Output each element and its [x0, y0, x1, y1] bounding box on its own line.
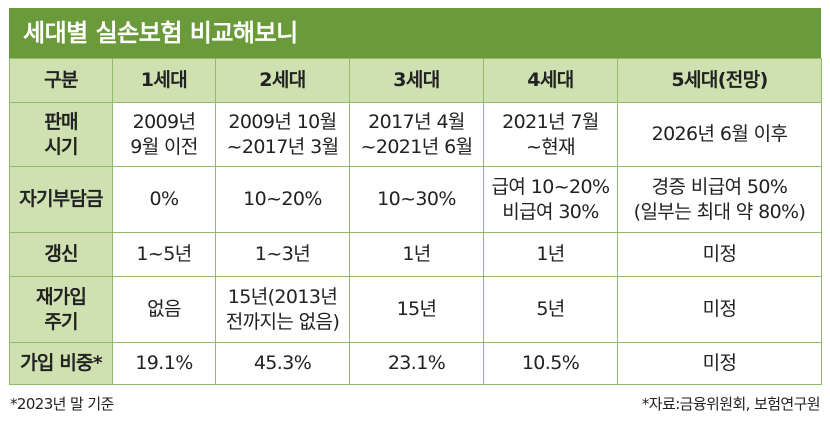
cell-line: 비급여 30% — [502, 200, 599, 223]
row-label: 갱신 — [9, 232, 113, 277]
row-label-line: 주기 — [44, 310, 78, 333]
cell-line: 2021년 7월 — [502, 110, 599, 133]
table-row: 자기부담금 0% 10~20% 10~30% 급여 10~20% 비급여 30%… — [9, 166, 822, 233]
table-cell: 급여 10~20% 비급여 30% — [483, 166, 618, 233]
cell-line: 2009년 — [132, 110, 196, 133]
footer: *2023년 말 기준 *자료:금융위원회, 보험연구원 — [10, 393, 821, 414]
table-cell: 10~20% — [215, 166, 350, 233]
table-row: 판매 시기 2009년 9월 이전 2009년 10월 ~2017년 3월 20… — [9, 102, 822, 167]
table-cell: 10~30% — [349, 166, 484, 233]
table-cell: 2009년 10월 ~2017년 3월 — [215, 102, 350, 167]
row-label: 판매 시기 — [9, 102, 113, 167]
table-cell: 0% — [112, 166, 216, 233]
table-cell: 10.5% — [483, 342, 618, 385]
table-cell: 없음 — [112, 276, 216, 343]
table-cell: 23.1% — [349, 342, 484, 385]
cell-line: 2026년 6월 이후 — [651, 123, 788, 145]
cell-line: 9월 이전 — [130, 135, 198, 158]
cell-line: 경증 비급여 50% — [651, 175, 788, 198]
comparison-table: 구분 1세대 2세대 3세대 4세대 5세대(전망) 판매 시기 2009년 9… — [9, 58, 822, 385]
row-label: 재가입 주기 — [9, 276, 113, 343]
table-cell: 미정 — [617, 276, 822, 343]
header-cell: 4세대 — [483, 58, 618, 103]
header-row: 구분 1세대 2세대 3세대 4세대 5세대(전망) — [9, 58, 822, 103]
table-cell: 1년 — [483, 232, 618, 277]
cell-line: 10~20% — [243, 188, 322, 210]
row-label-line: 시기 — [44, 135, 78, 158]
table-cell: 1~3년 — [215, 232, 350, 277]
table-cell: 2009년 9월 이전 — [112, 102, 216, 167]
table-cell: 1~5년 — [112, 232, 216, 277]
cell-line: 10~30% — [377, 188, 456, 210]
table-cell: 2021년 7월 ~현재 — [483, 102, 618, 167]
cell-line: (일부는 최대 약 80%) — [633, 200, 806, 223]
table-cell: 2017년 4월 ~2021년 6월 — [349, 102, 484, 167]
row-label-line: 재가입 — [35, 285, 87, 308]
row-label-line: 판매 — [44, 110, 78, 133]
cell-line: ~2017년 3월 — [226, 135, 340, 158]
table-cell: 19.1% — [112, 342, 216, 385]
cell-line: 급여 10~20% — [491, 175, 611, 198]
table-row: 가입 비중* 19.1% 45.3% 23.1% 10.5% 미정 — [9, 342, 822, 385]
cell-line: ~2021년 6월 — [360, 135, 474, 158]
cell-line: 0% — [149, 188, 180, 210]
table-row: 갱신 1~5년 1~3년 1년 1년 미정 — [9, 232, 822, 277]
table-cell: 5년 — [483, 276, 618, 343]
table-cell: 15년(2013년 전까지는 없음) — [215, 276, 350, 343]
table-cell: 15년 — [349, 276, 484, 343]
row-label-line: 갱신 — [44, 243, 78, 265]
table-cell: 미정 — [617, 232, 822, 277]
table-cell: 경증 비급여 50% (일부는 최대 약 80%) — [617, 166, 822, 233]
header-cell: 3세대 — [349, 58, 484, 103]
row-label: 자기부담금 — [9, 166, 113, 233]
cell-line: 15년(2013년 — [227, 285, 338, 308]
cell-line: 2017년 4월 — [368, 110, 465, 133]
table-cell: 미정 — [617, 342, 822, 385]
footnote: *2023년 말 기준 — [10, 395, 114, 413]
table-row: 재가입 주기 없음 15년(2013년 전까지는 없음) 15년 5년 미정 — [9, 276, 822, 343]
table-cell: 45.3% — [215, 342, 350, 385]
source-note: *자료:금융위원회, 보험연구원 — [641, 395, 821, 413]
comparison-card: 세대별 실손보험 비교해보니 구분 1세대 2세대 3세대 4세대 5세대(전망… — [9, 8, 822, 385]
header-cell: 5세대(전망) — [617, 58, 822, 103]
header-cell: 2세대 — [215, 58, 350, 103]
header-cell: 구분 — [9, 58, 113, 103]
row-label: 가입 비중* — [9, 342, 113, 385]
cell-line: 2009년 10월 — [228, 110, 337, 133]
table-cell: 1년 — [349, 232, 484, 277]
cell-line: 전까지는 없음) — [225, 310, 340, 333]
table-title: 세대별 실손보험 비교해보니 — [9, 8, 821, 58]
cell-line: ~현재 — [525, 135, 576, 158]
table-cell: 2026년 6월 이후 — [617, 102, 822, 167]
row-label-line: 자기부담금 — [19, 188, 103, 210]
header-cell: 1세대 — [112, 58, 216, 103]
